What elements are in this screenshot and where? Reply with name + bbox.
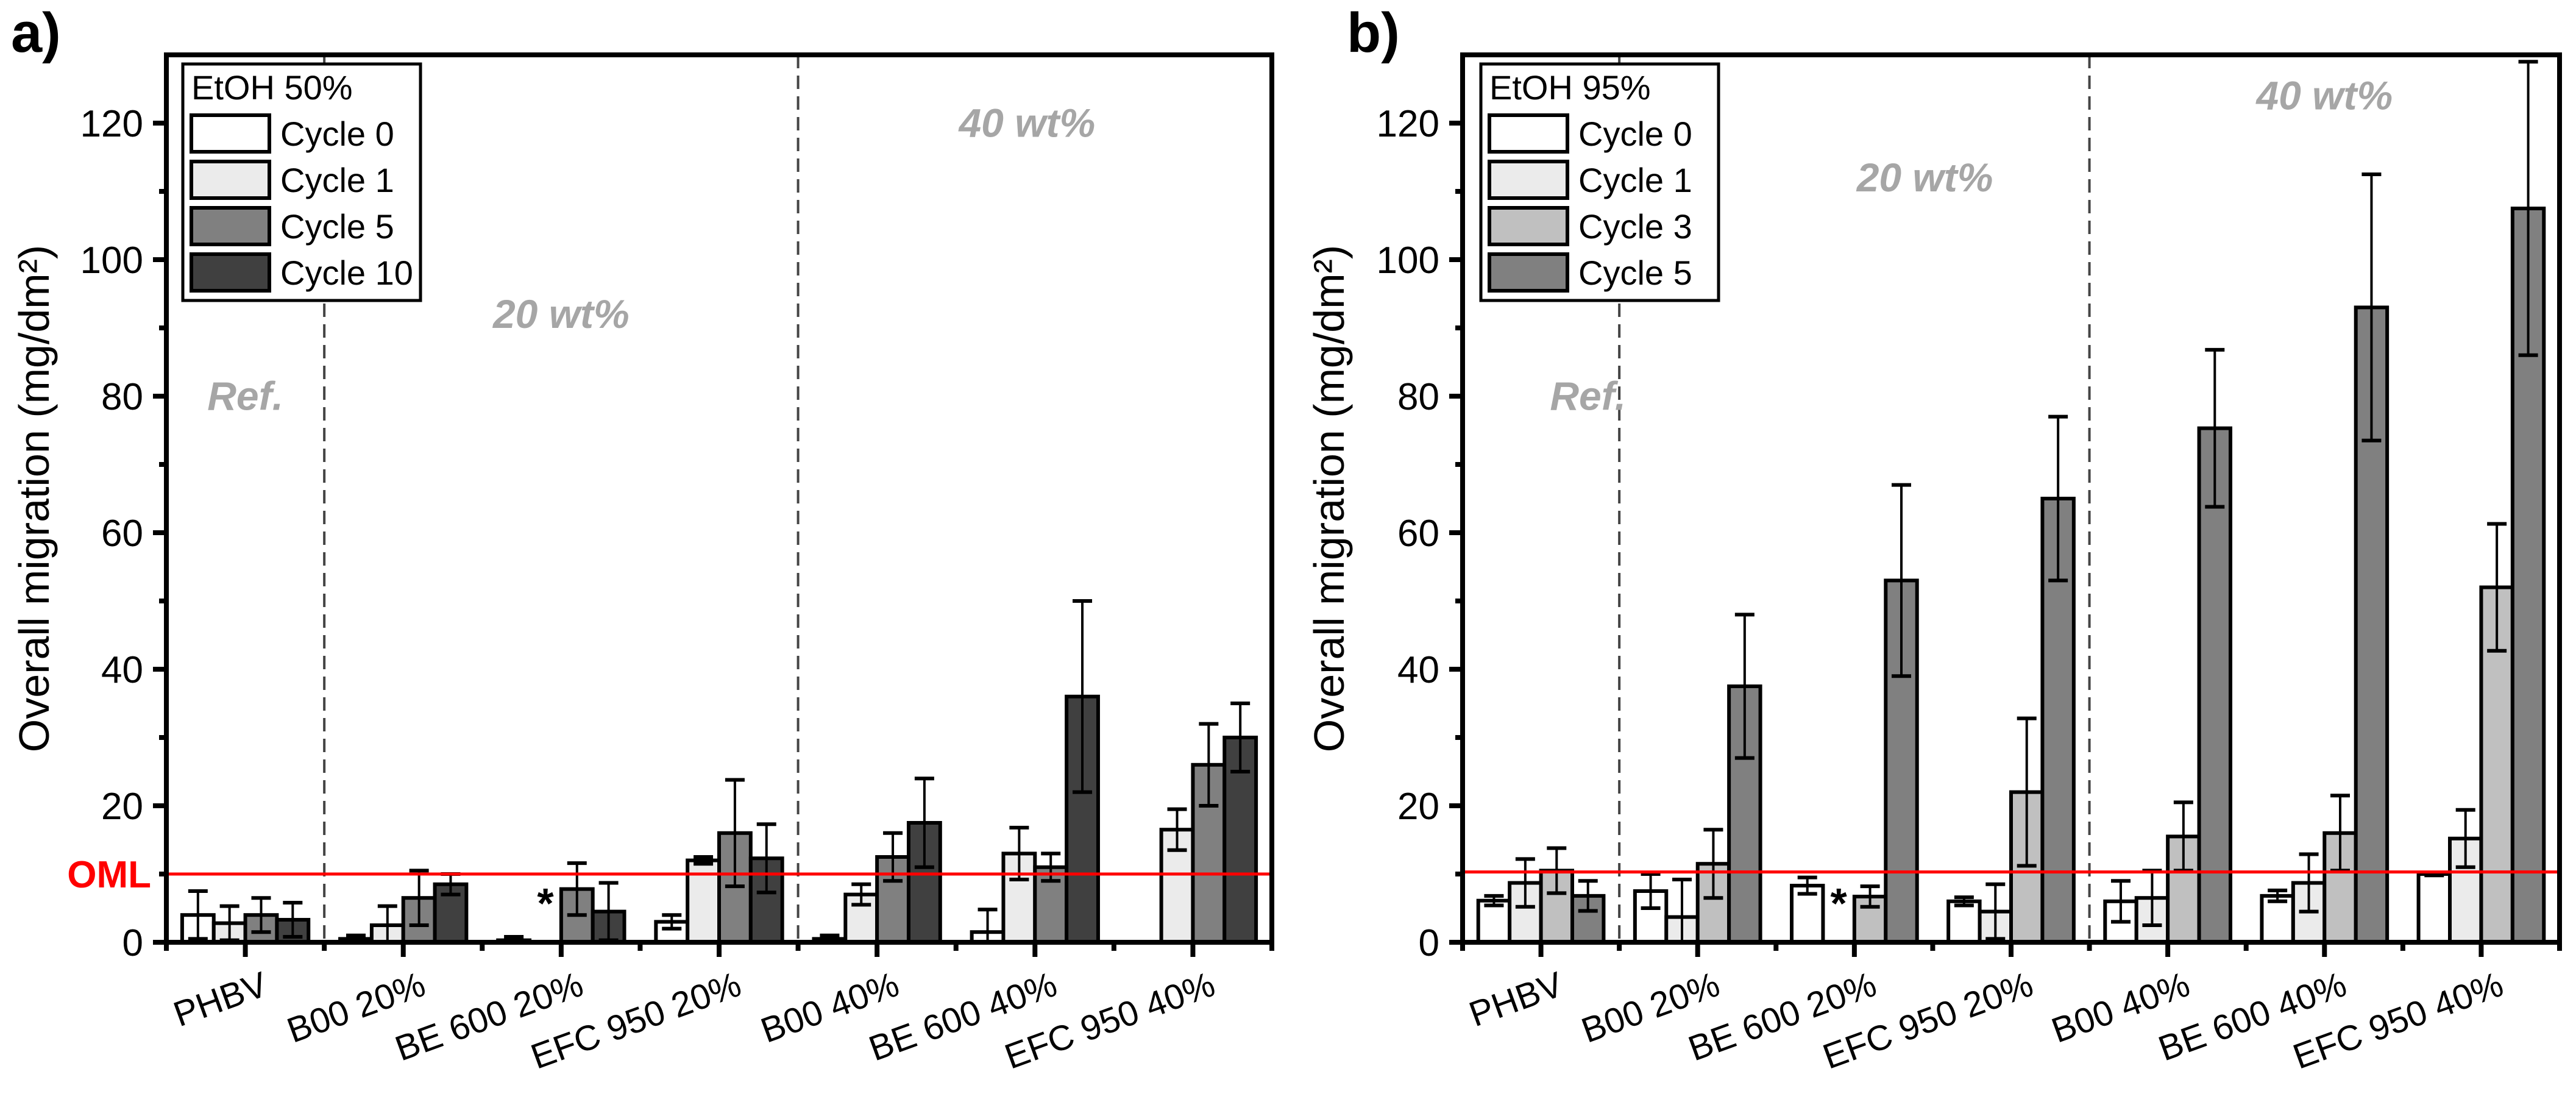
region-annotation: 20 wt% xyxy=(1856,155,1993,200)
legend: EtOH 50% Cycle 0 Cycle 1 Cycle 5 Cycle 10 xyxy=(181,62,422,302)
legend-swatch xyxy=(190,206,271,246)
region-annotation: 40 wt% xyxy=(2255,73,2393,118)
y-tick-label: 60 xyxy=(1397,513,1439,555)
legend-swatch xyxy=(190,160,271,200)
panel-label: b) xyxy=(1347,2,1400,64)
y-tick-label: 120 xyxy=(1377,103,1439,145)
asterisk-marker: * xyxy=(1831,880,1848,927)
y-tick-label: 40 xyxy=(1397,649,1439,691)
y-tick-label: 0 xyxy=(1419,922,1439,964)
region-annotation: 20 wt% xyxy=(492,291,630,336)
y-tick-label: 80 xyxy=(1397,376,1439,418)
y-tick-label: 120 xyxy=(80,103,143,145)
bar-cycle-5 xyxy=(1033,865,1069,945)
x-tick-label: PHBV xyxy=(168,964,272,1034)
y-tick-label: 20 xyxy=(101,786,143,828)
legend-label: Cycle 0 xyxy=(280,115,394,153)
bar-cycle-0 xyxy=(1790,884,1825,945)
legend-label: Cycle 3 xyxy=(1578,207,1692,246)
panel-label: a) xyxy=(11,2,61,64)
legend-title: EtOH 50% xyxy=(191,68,353,107)
legend-swatch xyxy=(1488,252,1569,293)
y-tick-label: 40 xyxy=(101,649,143,691)
region-annotation: Ref. xyxy=(207,373,283,418)
y-tick-label: 0 xyxy=(122,922,143,964)
y-axis-label: Overall migration (mg/dm²) xyxy=(10,245,58,752)
legend-label: Cycle 1 xyxy=(1578,161,1692,199)
legend-label: Cycle 10 xyxy=(280,254,413,292)
region-annotation: 40 wt% xyxy=(957,100,1095,145)
legend: EtOH 95% Cycle 0 Cycle 1 Cycle 3 Cycle 5 xyxy=(1479,62,1720,302)
legend-swatch xyxy=(1488,160,1569,200)
x-tick-label: PHBV xyxy=(1464,964,1568,1034)
legend-swatch xyxy=(1488,113,1569,154)
bar-cycle-0 xyxy=(2416,872,2452,944)
legend-label: Cycle 5 xyxy=(1578,254,1692,292)
legend-swatch xyxy=(190,113,271,154)
y-tick-label: 20 xyxy=(1397,786,1439,828)
y-tick-label: 100 xyxy=(80,240,143,282)
oml-label: OML xyxy=(67,854,151,896)
y-axis-label: Overall migration (mg/dm²) xyxy=(1305,245,1353,752)
legend-swatch xyxy=(1488,206,1569,246)
y-tick-label: 60 xyxy=(101,513,143,555)
legend-label: Cycle 1 xyxy=(280,161,394,199)
legend-title: EtOH 95% xyxy=(1489,68,1651,107)
legend-label: Cycle 5 xyxy=(280,207,394,246)
y-tick-label: 100 xyxy=(1377,240,1439,282)
legend-label: Cycle 0 xyxy=(1578,115,1692,153)
y-tick-label: 80 xyxy=(101,376,143,418)
region-annotation: Ref. xyxy=(1550,373,1626,418)
legend-swatch xyxy=(190,252,271,293)
asterisk-marker: * xyxy=(537,880,554,927)
bar-cycle-0 xyxy=(1946,899,1982,945)
